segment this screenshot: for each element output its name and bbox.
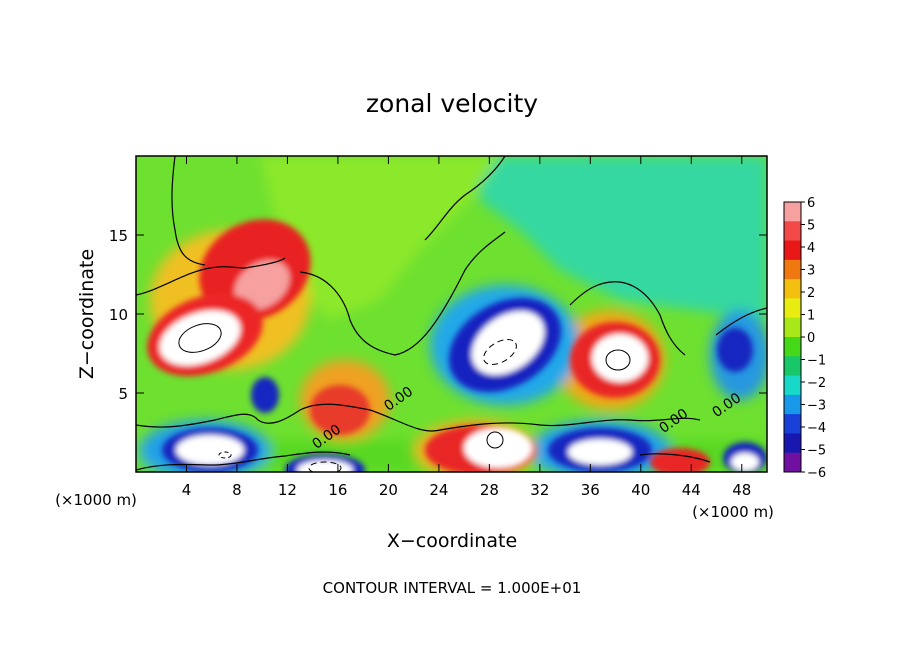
colorbar-tick-label: −4 xyxy=(807,421,826,436)
x-tick-label: 40 xyxy=(631,481,650,499)
colorbar-swatch xyxy=(784,414,801,434)
pink-jet-upper-left xyxy=(234,260,290,310)
green-upper-mid xyxy=(260,156,500,320)
white-bottom-16 xyxy=(297,460,353,472)
zero-contour-lower xyxy=(136,451,351,471)
x-tick-label: 16 xyxy=(328,481,347,499)
colorbar-swatch xyxy=(784,394,801,415)
colorbar-tick-label: −3 xyxy=(807,399,826,414)
zero-contour-top xyxy=(171,156,506,266)
zero-contours xyxy=(136,156,767,471)
colorbar-tick-label: −1 xyxy=(807,354,826,369)
white-bottom-left xyxy=(176,435,244,465)
y-unit-label: (×1000 m) xyxy=(55,491,137,509)
x-tick-label: 48 xyxy=(732,481,751,499)
colorbar-tick-label: 2 xyxy=(807,286,815,301)
x-axis: 4 8 12 16 20 24 28 32 36 40 44 48 xyxy=(182,156,751,499)
plot-field: 0.000.000.000.00 xyxy=(136,156,767,472)
white-bottom-28 xyxy=(464,428,532,468)
zero-contour-upper xyxy=(136,231,506,356)
colorbar-tick-label: 1 xyxy=(807,309,815,324)
colorbar-tick-label: −6 xyxy=(807,466,826,481)
x-tick-label: 36 xyxy=(581,481,600,499)
x-tick-label: 44 xyxy=(682,481,701,499)
colorbar-swatch xyxy=(784,259,801,280)
colorbar-swatch xyxy=(784,279,801,299)
core-layers xyxy=(147,219,767,472)
navy-blob-far-right xyxy=(717,328,753,372)
colorbar-swatch xyxy=(784,452,801,473)
colorbar-swatch xyxy=(784,221,801,242)
colorbar: 6 5 4 3 2 1 0 −1 −2 −3 −4 −5 −6 xyxy=(783,196,826,481)
colorbar-swatch xyxy=(784,375,801,396)
solid-contour-left xyxy=(178,323,222,353)
colorbar-swatch xyxy=(784,317,801,338)
white-core-left xyxy=(159,310,241,366)
colorbar-tick-label: 5 xyxy=(807,219,815,234)
x-tick-label: 12 xyxy=(278,481,297,499)
white-core-right xyxy=(592,334,648,382)
x-unit-label: (×1000 m) xyxy=(692,503,774,521)
y-axis-label: Z−coordinate xyxy=(76,249,98,379)
y-tick-label: 5 xyxy=(118,385,128,403)
x-tick-label: 20 xyxy=(379,481,398,499)
zero-contour-right xyxy=(569,281,686,356)
chart-title: zonal velocity xyxy=(366,89,538,118)
y-axis: 5 10 15 xyxy=(109,227,767,403)
teal-upper-right xyxy=(480,156,767,320)
colorbar-tick-label: 3 xyxy=(807,264,815,279)
white-bottom-37 xyxy=(568,439,632,465)
solid-contour-right xyxy=(605,349,631,371)
zero-contour-middle xyxy=(136,403,701,432)
x-tick-label: 32 xyxy=(530,481,549,499)
colorbar-tick-label: −5 xyxy=(807,444,826,459)
x-tick-label: 28 xyxy=(480,481,499,499)
white-bottom-48 xyxy=(731,453,759,471)
solid-contour-bottom-28 xyxy=(486,431,504,449)
navy-blob-left xyxy=(251,377,279,413)
x-tick-label: 24 xyxy=(429,481,448,499)
colorbar-tick-label: 4 xyxy=(807,241,815,256)
colorbar-tick-label: 0 xyxy=(807,331,815,346)
x-tick-label: 4 xyxy=(182,481,192,499)
footer-note: CONTOUR INTERVAL = 1.000E+01 xyxy=(323,579,582,597)
white-core-center xyxy=(471,311,545,375)
colorbar-swatch xyxy=(784,240,801,261)
colorbar-swatch xyxy=(784,433,801,454)
red-low-19 xyxy=(310,385,370,435)
colorbar-swatch xyxy=(784,337,801,357)
y-tick-label: 10 xyxy=(109,306,128,324)
inner-contours xyxy=(178,323,631,472)
zero-contour-far-right xyxy=(715,307,767,336)
x-axis-label: X−coordinate xyxy=(387,530,517,552)
y-tick-label: 15 xyxy=(109,227,128,245)
colorbar-swatch xyxy=(784,356,801,377)
dashed-contour-center xyxy=(483,339,517,365)
zero-contour-bottom-right xyxy=(639,453,711,463)
colorbar-swatch xyxy=(784,298,801,319)
x-tick-label: 8 xyxy=(232,481,242,499)
dashed-contour-bottom-left xyxy=(218,451,232,459)
dashed-contour-bottom-16 xyxy=(308,461,342,472)
colorbar-swatch xyxy=(784,202,801,222)
colorbar-tick-label: 6 xyxy=(807,196,815,211)
colorbar-tick-label: −2 xyxy=(807,376,826,391)
